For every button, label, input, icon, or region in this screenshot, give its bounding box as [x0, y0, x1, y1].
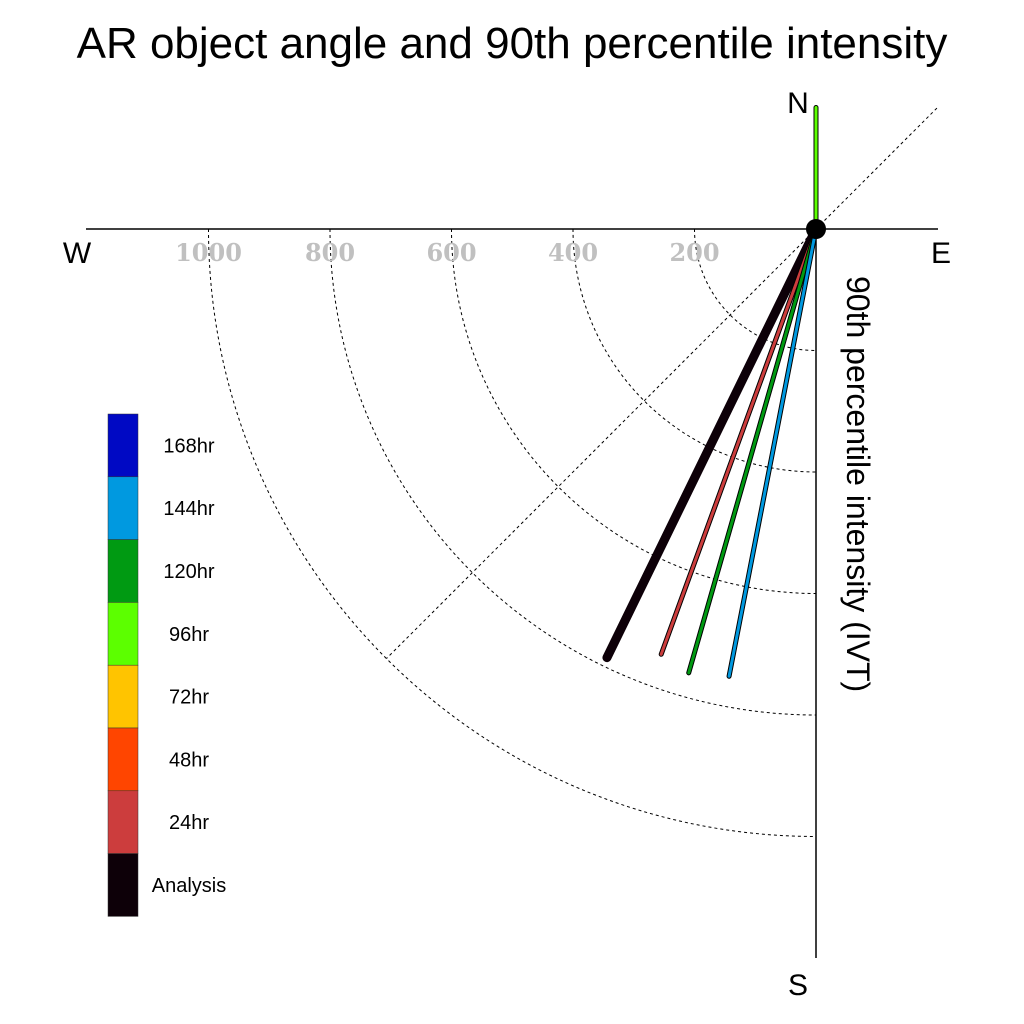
legend-swatch-144hr [107, 476, 139, 540]
legend-swatch-120hr [107, 539, 139, 603]
legend-label: 168hr [163, 435, 214, 457]
legend-swatch-96hr [107, 602, 139, 666]
radial-tick-label: 1000 [175, 238, 242, 267]
legend-swatch-72hr [107, 664, 139, 729]
compass-south: S [788, 969, 808, 1002]
grid-arc-600 [451, 228, 817, 594]
series-vector-24hr [658, 226, 819, 657]
radial-ticks: 200 400 600 800 1000 [175, 238, 719, 267]
legend-label: 24hr [169, 812, 209, 834]
legend-label: Analysis [152, 875, 226, 897]
compass-north: N [787, 87, 809, 120]
series-vector-120hr [686, 226, 819, 676]
radial-tick-label: 600 [426, 238, 476, 267]
legend-swatch-48hr [107, 727, 139, 792]
legend-label: 120hr [163, 561, 214, 583]
grid-arc-400 [572, 228, 817, 473]
grid-arc-1000 [208, 228, 817, 837]
diagonal-guide-ne [815, 106, 939, 230]
grid-arc-800 [329, 228, 817, 716]
legend-label: 144hr [163, 498, 214, 520]
radial-tick-label: 800 [305, 238, 355, 267]
y-axis-label: 90th percentile intensity (IVT) [840, 276, 876, 692]
origin-marker [806, 219, 826, 239]
chart-title: AR object angle and 90th percentile inte… [77, 19, 948, 68]
legend-label: 72hr [169, 687, 209, 709]
series-vectors [602, 105, 821, 679]
legend: 168hr 144hr 120hr 96hr 72hr 48hr 24hr Analysis [107, 413, 226, 917]
legend-swatch-168hr [107, 413, 139, 478]
legend-label: 48hr [169, 749, 209, 771]
legend-swatch-24hr [107, 790, 139, 854]
compass-west: W [63, 237, 92, 270]
radial-tick-label: 400 [548, 238, 598, 267]
legend-swatch-analysis [107, 853, 139, 917]
legend-label: 96hr [169, 624, 209, 646]
series-vector-144hr [726, 226, 819, 679]
radial-tick-label: 200 [669, 238, 719, 267]
diagonal-guide-sw [386, 228, 817, 659]
series-vector-analysis [602, 224, 821, 663]
grid [208, 228, 817, 837]
compass-east: E [931, 237, 951, 270]
